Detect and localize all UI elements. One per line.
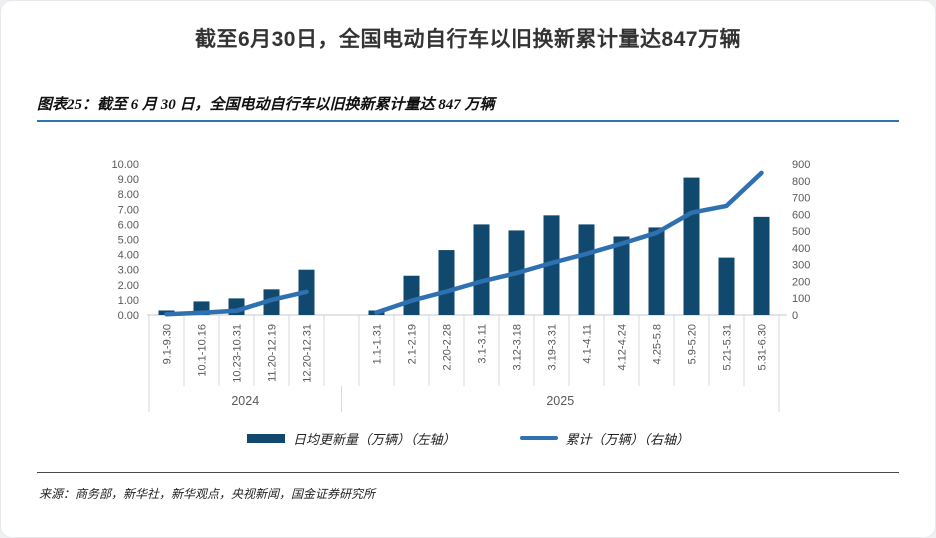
cumulative-line bbox=[164, 289, 309, 317]
left-axis-tick-label: 9.00 bbox=[118, 174, 139, 186]
left-axis-tick-label: 8.00 bbox=[118, 189, 139, 201]
right-axis-tick-label: 100 bbox=[792, 293, 810, 305]
left-axis-tick-label: 4.00 bbox=[118, 250, 139, 262]
x-axis-category-label: 1.1-1.31 bbox=[372, 324, 384, 364]
x-axis-category-label: 2.20-2.28 bbox=[442, 324, 454, 370]
year-label-2024: 2024 bbox=[231, 394, 259, 408]
right-axis-tick-label: 300 bbox=[792, 260, 810, 272]
legend-label-bar-series: 日均更新量（万辆）（左轴） bbox=[292, 431, 456, 447]
x-axis-category-label: 9.1-9.30 bbox=[162, 324, 174, 364]
legend-item-bar-series: 日均更新量（万辆）（左轴） bbox=[246, 429, 456, 448]
line-series-swatch bbox=[519, 436, 558, 440]
x-axis-category-label: 3.12-3.18 bbox=[512, 324, 524, 370]
daily-volume-bar bbox=[403, 275, 420, 315]
left-axis-tick-label: 1.00 bbox=[118, 295, 139, 307]
daily-volume-bar bbox=[613, 236, 630, 315]
left-axis-tick-label: 5.00 bbox=[118, 235, 139, 247]
right-axis-tick-label: 600 bbox=[792, 209, 810, 221]
x-axis-category-label: 4.25-5.8 bbox=[652, 324, 664, 364]
x-axis-category-label: 12.20-12.31 bbox=[302, 324, 314, 383]
x-axis-category-label: 4.12-4.24 bbox=[617, 324, 629, 370]
right-axis-tick-label: 700 bbox=[792, 193, 810, 205]
left-axis-tick-label: 3.00 bbox=[118, 265, 139, 277]
legend-item-line-series: 累计（万辆）（右轴） bbox=[519, 429, 690, 448]
right-axis-tick-label: 500 bbox=[792, 226, 810, 238]
daily-volume-bar bbox=[718, 257, 735, 315]
daily-volume-bar bbox=[473, 224, 490, 315]
daily-volume-bar bbox=[438, 250, 455, 315]
footer-divider bbox=[37, 472, 899, 473]
daily-volume-bar bbox=[753, 216, 770, 315]
daily-volume-bar bbox=[683, 177, 700, 315]
figure-caption: 图表25：截至 6 月 30 日，全国电动自行车以旧换新累计量达 847 万辆 bbox=[37, 93, 899, 122]
right-axis-tick-label: 200 bbox=[792, 276, 810, 288]
right-axis-tick-label: 0 bbox=[792, 310, 798, 322]
x-axis-category-label: 5.9-5.20 bbox=[687, 324, 699, 364]
daily-volume-bar bbox=[578, 224, 595, 315]
left-axis-tick-label: 0.00 bbox=[118, 310, 139, 322]
x-axis-category-label: 3.1-3.11 bbox=[477, 324, 489, 364]
daily-volume-bar bbox=[648, 227, 665, 315]
left-axis-tick-label: 7.00 bbox=[118, 204, 139, 216]
x-axis-category-label: 4.1-4.11 bbox=[582, 324, 594, 364]
x-axis-category-label: 10.23-10.31 bbox=[232, 324, 244, 383]
x-axis-category-label: 11.20-12.19 bbox=[267, 324, 279, 382]
chart-area: 0.00 1.00 2.00 3.00 4.00 5.00 6.00 7.00 8.00 9.00… bbox=[1, 136, 935, 428]
x-axis-category-label: 3.19-3.31 bbox=[547, 324, 559, 370]
legend-label-line-series: 累计（万辆）（右轴） bbox=[565, 431, 690, 447]
combo-chart: 0.00 1.00 2.00 3.00 4.00 5.00 6.00 7.00 8.00 9.00… bbox=[111, 159, 810, 412]
right-axis-tick-label: 800 bbox=[792, 176, 810, 188]
bar-series-swatch bbox=[246, 433, 285, 443]
x-axis-category-label: 5.31-6.30 bbox=[757, 324, 769, 370]
source-note: 来源：商务部，新华社，新华观点，央视新闻，国金证券研究所 bbox=[39, 487, 376, 501]
x-axis-category-label: 10.1-10.16 bbox=[197, 324, 209, 377]
x-axis-category-label: 5.21-5.31 bbox=[722, 324, 734, 370]
left-axis-tick-label: 2.00 bbox=[118, 280, 139, 292]
page-title: 截至6月30日，全国电动自行车以旧换新累计量达847万辆 bbox=[194, 28, 742, 51]
year-label-2025: 2025 bbox=[546, 394, 574, 408]
chart-legend: 日均更新量（万辆）（左轴） 累计（万辆）（右轴） bbox=[1, 428, 935, 448]
right-axis-tick-label: 400 bbox=[792, 243, 810, 255]
left-axis-tick-label: 6.00 bbox=[118, 219, 139, 231]
x-axis-category-label: 2.1-2.19 bbox=[407, 324, 419, 364]
right-axis-tick-label: 900 bbox=[792, 159, 810, 171]
cumulative-line bbox=[374, 170, 764, 315]
left-axis-tick-label: 10.00 bbox=[111, 159, 139, 171]
